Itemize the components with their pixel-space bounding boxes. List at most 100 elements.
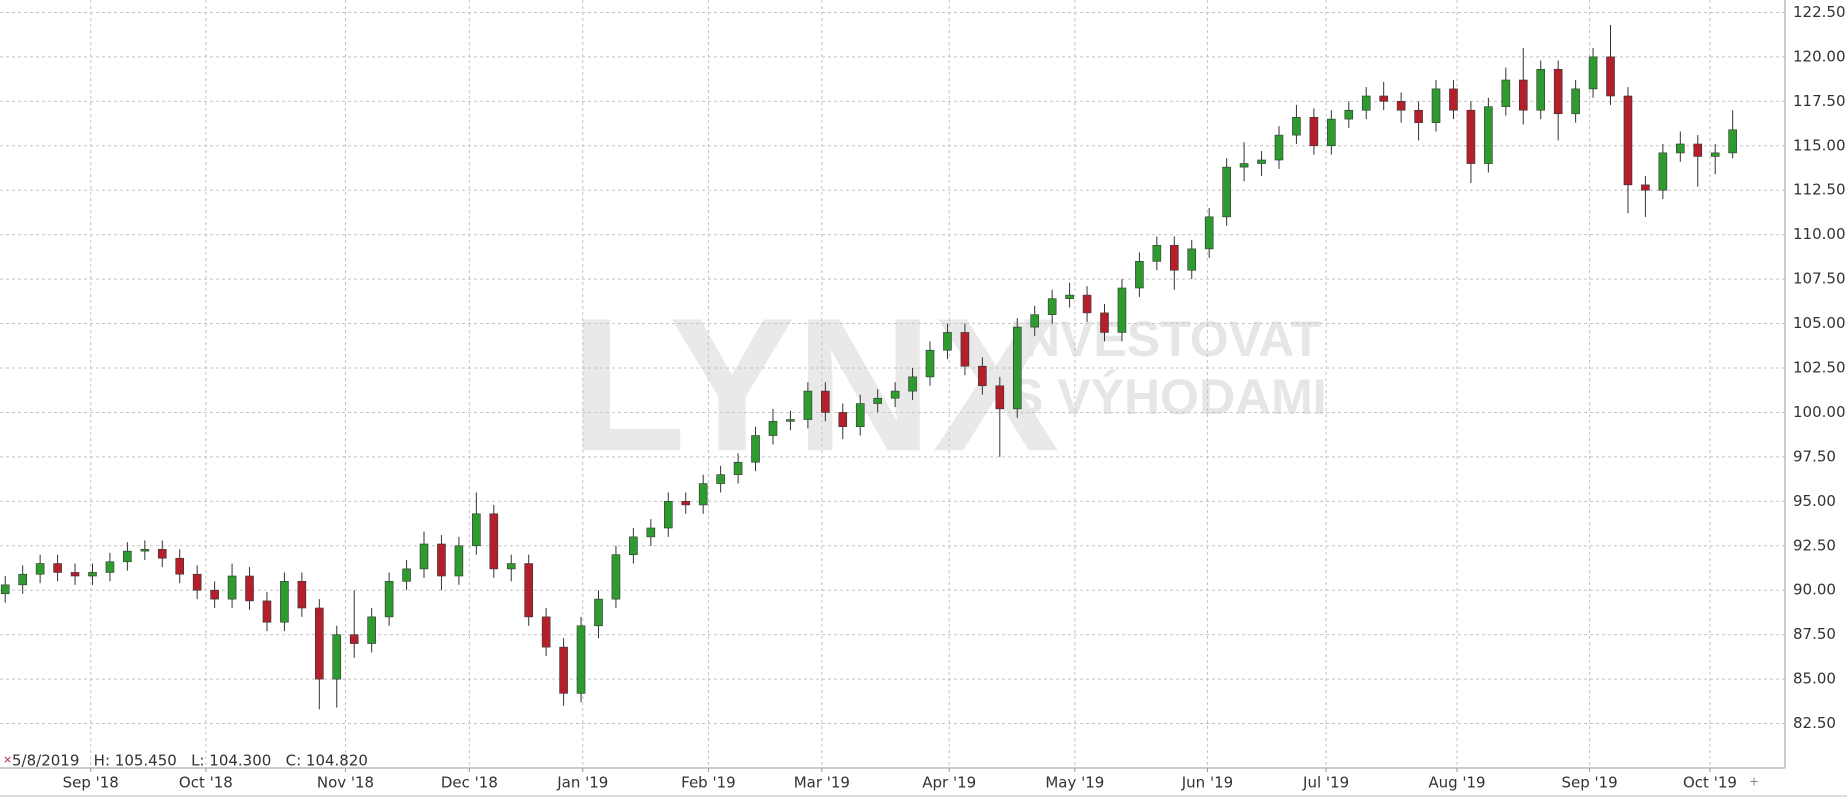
- candle-body: [1361, 95, 1371, 111]
- y-tick-label: 92.50: [1793, 536, 1836, 554]
- candle-body: [803, 390, 813, 420]
- candle-body: [611, 554, 621, 600]
- candle-body: [995, 385, 1005, 410]
- candle-body: [454, 545, 464, 577]
- y-tick-label: 122.50: [1793, 3, 1846, 21]
- candle-body: [751, 435, 760, 463]
- candle-body: [1065, 294, 1074, 299]
- candle-body: [1274, 134, 1284, 161]
- candle-body: [1030, 314, 1040, 328]
- candle-body: [315, 607, 324, 680]
- x-tick-label: Jan '19: [556, 774, 608, 792]
- y-tick-label: 115.00: [1793, 136, 1846, 154]
- x-tick-label: Dec '18: [441, 774, 498, 792]
- x-tick-label: Sep '18: [63, 774, 119, 792]
- candle-body: [698, 483, 708, 506]
- candle-body: [1606, 56, 1615, 97]
- candle-body: [1379, 95, 1388, 102]
- candle-body: [506, 563, 516, 570]
- candle-body: [1047, 298, 1057, 315]
- candle-body: [908, 376, 917, 392]
- candle-body: [594, 598, 603, 627]
- y-tick-label: 105.00: [1793, 314, 1846, 332]
- x-tick-label: Feb '19: [681, 774, 736, 792]
- candle-body: [53, 563, 62, 573]
- candle-body: [297, 581, 307, 609]
- candle-body: [1658, 152, 1668, 191]
- x-tick-label: Oct '18: [179, 774, 233, 792]
- candle-body: [1396, 101, 1406, 111]
- candle-body: [472, 513, 481, 547]
- candle-body: [175, 557, 185, 575]
- y-tick-label: 102.50: [1793, 359, 1846, 377]
- candle-body: [978, 365, 987, 387]
- candle-body: [681, 501, 691, 506]
- candle-body: [1309, 117, 1319, 147]
- x-tick-label: Aug '19: [1428, 774, 1485, 792]
- candle-body: [1588, 56, 1598, 90]
- candle-body: [1501, 79, 1511, 107]
- candle-body: [227, 575, 237, 600]
- candle-body: [1710, 152, 1720, 157]
- candle-body: [821, 390, 830, 413]
- candle-body: [1466, 109, 1476, 164]
- candle-body: [1257, 159, 1266, 164]
- candle-body: [1239, 163, 1249, 168]
- candle-body: [1100, 312, 1109, 333]
- candle-body: [210, 589, 219, 600]
- candle-body: [1484, 106, 1493, 164]
- x-tick-label: Jul '19: [1302, 774, 1349, 792]
- candle-body: [192, 573, 202, 591]
- watermark-line: S VÝHODAMI: [1010, 369, 1327, 425]
- y-tick-label: 107.50: [1793, 270, 1846, 288]
- y-tick-label: 110.00: [1793, 225, 1846, 243]
- candle-body: [1676, 143, 1685, 154]
- candle-body: [890, 390, 900, 399]
- candle-body: [1292, 117, 1301, 136]
- candle-body: [245, 575, 254, 602]
- x-tick-label: Jun '19: [1181, 774, 1233, 792]
- candle-body: [332, 634, 342, 680]
- candle-body: [1414, 109, 1423, 123]
- candle-body: [1449, 88, 1458, 111]
- candle-body: [105, 561, 115, 573]
- candle-body: [1204, 216, 1214, 250]
- candle-body: [123, 550, 132, 563]
- candle-body: [629, 536, 638, 555]
- candle-body: [960, 332, 970, 367]
- candle-body: [367, 616, 376, 644]
- candle-body: [157, 549, 167, 559]
- candle-body: [88, 572, 97, 577]
- candle-body: [1344, 109, 1354, 120]
- y-tick-label: 97.50: [1793, 447, 1836, 465]
- candle-body: [1117, 287, 1127, 333]
- watermark-logo: LYNX: [570, 279, 1059, 491]
- candle-body: [873, 397, 882, 404]
- candle-body: [70, 572, 80, 577]
- x-tick-label: Apr '19: [922, 774, 976, 792]
- candle-body: [1431, 88, 1441, 123]
- candle-body: [524, 563, 533, 618]
- candle-body: [1728, 129, 1737, 154]
- y-tick-label: 87.50: [1793, 625, 1836, 643]
- candle-body: [1518, 79, 1528, 111]
- candle-body: [384, 581, 394, 618]
- y-tick-label: 85.00: [1793, 670, 1836, 688]
- candle-body: [1169, 245, 1179, 271]
- candle-body: [943, 332, 952, 351]
- candle-body: [1623, 95, 1633, 186]
- candle-body: [1152, 245, 1162, 262]
- candle-body: [768, 421, 778, 436]
- candle-body: [925, 349, 935, 378]
- candle-body: [855, 403, 865, 427]
- y-tick-label: 117.50: [1793, 92, 1846, 110]
- candle-body: [280, 581, 289, 623]
- candle-body: [1553, 69, 1563, 115]
- candle-body: [663, 501, 673, 529]
- candle-body: [1187, 248, 1197, 271]
- candle-body: [18, 573, 27, 586]
- y-tick-label: 90.00: [1793, 581, 1836, 599]
- watermark-line: INVESTOVAT: [1010, 311, 1321, 367]
- x-tick-label: Nov '18: [317, 774, 374, 792]
